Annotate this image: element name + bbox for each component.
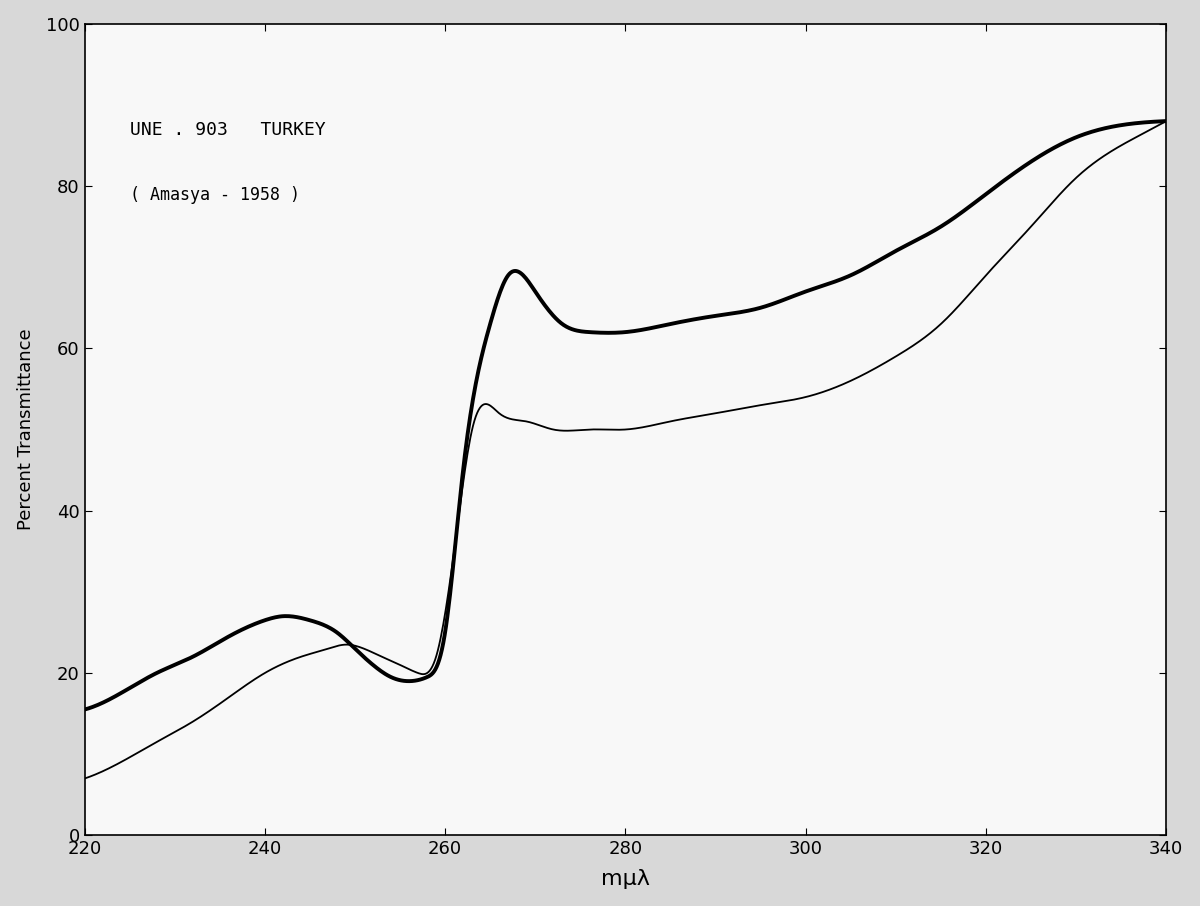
X-axis label: mμλ: mμλ xyxy=(601,870,649,890)
Text: ( Amasya - 1958 ): ( Amasya - 1958 ) xyxy=(130,186,300,204)
Y-axis label: Percent Transmittance: Percent Transmittance xyxy=(17,329,35,530)
Text: UNE . 903   TURKEY: UNE . 903 TURKEY xyxy=(130,121,325,139)
